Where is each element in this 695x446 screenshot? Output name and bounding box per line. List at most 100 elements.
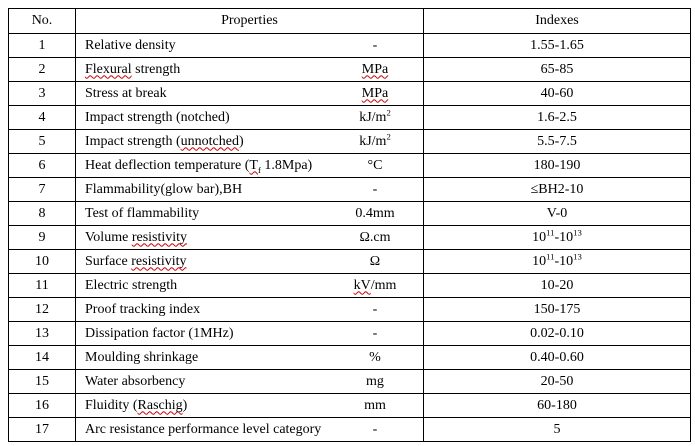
row-number: 12	[8, 297, 76, 322]
property-name: Arc resistance performance level categor…	[85, 421, 322, 437]
col-header-no: No.	[8, 8, 76, 34]
index-value: ≤BH2-10	[423, 177, 691, 202]
property-cell: Electric strength kV/mm	[75, 273, 424, 298]
property-name: Electric strength	[85, 277, 178, 293]
property-row-content: Dissipation factor (1MHz) -	[85, 325, 423, 341]
table-row: 7 Flammability(glow bar),BH - ≤BH2-10	[8, 177, 691, 202]
property-name: Test of flammability	[85, 205, 200, 221]
property-row-content: Fluidity (Raschig) mm	[85, 397, 423, 413]
table-row: 5 Impact strength (unnotched) kJ/m2 5.5-7.5	[8, 129, 691, 154]
property-cell: Proof tracking index -	[75, 297, 424, 322]
row-number: 16	[8, 393, 76, 418]
property-name: Fluidity (Raschig)	[85, 397, 188, 413]
property-cell: Flexural strength MPa	[75, 57, 424, 82]
index-value: 0.40-0.60	[423, 345, 691, 370]
property-row-content: Volume resistivity Ω.cm	[85, 229, 423, 245]
table-row: 16 Fluidity (Raschig) mm 60-180	[8, 393, 691, 418]
property-unit: MPa	[361, 85, 389, 101]
property-unit: %	[369, 349, 381, 365]
property-unit: kJ/m2	[359, 106, 391, 125]
property-row-content: Flammability(glow bar),BH -	[85, 181, 423, 197]
index-value: 180-190	[423, 153, 691, 178]
row-number: 1	[8, 33, 76, 58]
index-value: V-0	[423, 201, 691, 226]
property-cell: Volume resistivity Ω.cm	[75, 225, 424, 250]
row-number: 17	[8, 417, 76, 442]
index-value: 10-20	[423, 273, 691, 298]
row-number: 8	[8, 201, 76, 226]
property-row-content: Flexural strength MPa	[85, 61, 423, 77]
table-row: 13 Dissipation factor (1MHz) - 0.02-0.10	[8, 321, 691, 346]
row-number: 5	[8, 129, 76, 154]
index-value: 20-50	[423, 369, 691, 394]
table-row: 17 Arc resistance performance level categ…	[8, 417, 691, 442]
property-name: Impact strength (notched)	[85, 109, 230, 125]
index-value: 5.5-7.5	[423, 129, 691, 154]
property-cell: Stress at break MPa	[75, 81, 424, 106]
index-value: 40-60	[423, 81, 691, 106]
properties-table: No. Properties Indexes 1 Relative density…	[8, 8, 691, 442]
property-cell: Relative density -	[75, 33, 424, 58]
row-number: 6	[8, 153, 76, 178]
property-row-content: Stress at break MPa	[85, 85, 423, 101]
property-name: Proof tracking index	[85, 301, 201, 317]
table-body: 1 Relative density - 1.55-1.65 2 Flexural str…	[8, 33, 691, 442]
row-number: 13	[8, 321, 76, 346]
table-row: 6 Heat deflection temperature (Tf 1.8Mpa)…	[8, 153, 691, 178]
property-cell: Dissipation factor (1MHz) -	[75, 321, 424, 346]
property-row-content: Moulding shrinkage%	[85, 349, 423, 365]
property-unit: MPa	[361, 61, 389, 77]
index-value: 0.02-0.10	[423, 321, 691, 346]
property-name: Flexural strength	[85, 61, 181, 77]
property-cell: Water absorbency mg	[75, 369, 424, 394]
index-value: 60-180	[423, 393, 691, 418]
table-row: 1 Relative density - 1.55-1.65	[8, 33, 691, 58]
index-value: 1.55-1.65	[423, 33, 691, 58]
property-cell: Impact strength (notched) kJ/m2	[75, 105, 424, 130]
row-number: 11	[8, 273, 76, 298]
row-number: 15	[8, 369, 76, 394]
property-row-content: Proof tracking index -	[85, 301, 423, 317]
property-name: Moulding shrinkage	[85, 349, 199, 365]
property-name: Relative density	[85, 37, 176, 53]
property-cell: Fluidity (Raschig) mm	[75, 393, 424, 418]
property-name: Impact strength (unnotched)	[85, 133, 244, 149]
property-unit: -	[372, 421, 378, 437]
table-row: 3 Stress at break MPa 40-60	[8, 81, 691, 106]
property-unit: Ω	[369, 253, 381, 269]
property-row-content: Test of flammability 0.4mm	[85, 205, 423, 221]
table-row: 11 Electric strength kV/mm 10-20	[8, 273, 691, 298]
property-cell: Flammability(glow bar),BH -	[75, 177, 424, 202]
property-row-content: Impact strength (unnotched) kJ/m2	[85, 132, 423, 149]
index-value: 1011-1013	[423, 249, 691, 274]
property-name: Surface resistivity	[85, 253, 187, 269]
index-value: 150-175	[423, 297, 691, 322]
table-row: 8 Test of flammability 0.4mm V-0	[8, 201, 691, 226]
row-number: 4	[8, 105, 76, 130]
property-cell: Heat deflection temperature (Tf 1.8Mpa) °…	[75, 153, 424, 178]
property-row-content: Impact strength (notched) kJ/m2	[85, 106, 423, 125]
table-row: 9 Volume resistivity Ω.cm 1011-1013	[8, 225, 691, 250]
row-number: 10	[8, 249, 76, 274]
row-number: 14	[8, 345, 76, 370]
table-row: 2 Flexural strength MPa 65-85	[8, 57, 691, 82]
property-unit: -	[372, 37, 378, 53]
index-value: 1011-1013	[423, 225, 691, 250]
property-unit: Ω.cm	[359, 229, 391, 245]
index-value: 1.6-2.5	[423, 105, 691, 130]
table-row: 12 Proof tracking index - 150-175	[8, 297, 691, 322]
table-header-row: No. Properties Indexes	[8, 8, 691, 34]
row-number: 9	[8, 225, 76, 250]
property-row-content: Water absorbency mg	[85, 374, 423, 389]
row-number: 3	[8, 81, 76, 106]
property-unit: -	[372, 181, 378, 197]
property-row-content: Arc resistance performance level categor…	[85, 421, 423, 437]
property-name: Stress at break	[85, 85, 167, 101]
property-name: Flammability(glow bar),BH	[85, 181, 243, 197]
property-row-content: Surface resistivity Ω	[85, 253, 423, 269]
property-unit: -	[372, 325, 378, 341]
property-cell: Test of flammability 0.4mm	[75, 201, 424, 226]
property-unit: -	[372, 301, 378, 317]
property-row-content: Heat deflection temperature (Tf 1.8Mpa) °…	[85, 158, 423, 174]
